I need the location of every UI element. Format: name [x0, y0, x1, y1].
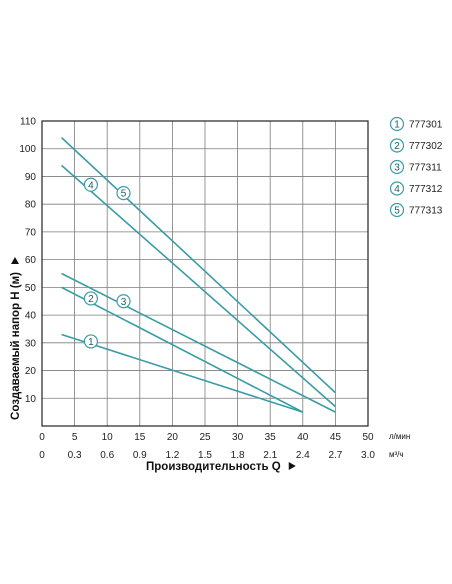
x-tick-label: 45 — [330, 432, 342, 443]
x-tick-label: 10 — [102, 432, 114, 443]
series-marker-5 — [116, 185, 131, 201]
legend-marker-2 — [389, 138, 405, 153]
series-marker-label-5: 5 — [121, 189, 127, 200]
legend-marker-1 — [389, 116, 405, 132]
x-tick-label: 30 — [232, 432, 244, 443]
x2-tick-label: 1.2 — [165, 450, 179, 461]
legend-marker-label-3: 3 — [394, 163, 400, 174]
x-tick-label: 35 — [265, 432, 277, 443]
series-marker-3 — [116, 294, 131, 309]
series-marker-label-3: 3 — [121, 297, 127, 308]
x2-tick-label: 2.4 — [296, 450, 310, 461]
x2-tick-label: 3.0 — [361, 450, 375, 461]
y-tick-label: 30 — [25, 338, 37, 349]
legend-item-777313: 777313 — [409, 206, 443, 217]
plot-border — [41, 120, 369, 427]
x-tick-label: 15 — [134, 432, 146, 443]
series-line-777311 — [61, 272, 336, 413]
x2-tick-label: 1.8 — [231, 450, 245, 461]
series-marker-4 — [83, 177, 99, 192]
series-line-777313 — [61, 137, 336, 394]
x-axis-arrow-icon — [288, 462, 296, 470]
x-tick-label: 25 — [199, 432, 211, 443]
x2-tick-label: 0.9 — [133, 450, 147, 461]
legend-item-777302: 777302 — [409, 141, 443, 152]
y-tick-label: 50 — [25, 283, 37, 294]
y-tick-label: 100 — [19, 144, 36, 155]
series-line-777312 — [61, 164, 336, 408]
x-axis-title: Производительность Q — [146, 461, 296, 473]
legend-marker-label-2: 2 — [394, 141, 400, 152]
legend-marker-label-4: 4 — [394, 184, 400, 195]
x-tick-label: 50 — [362, 432, 374, 443]
legend-item-777301: 777301 — [409, 120, 443, 131]
y-tick-label: 90 — [25, 172, 37, 183]
legend-marker-3 — [389, 159, 405, 175]
series-marker-1 — [83, 334, 99, 349]
legend-item-777311: 777311 — [409, 163, 442, 174]
y-tick-label: 60 — [25, 255, 37, 266]
y-axis-arrow-icon — [11, 257, 19, 265]
y-tick-label: 40 — [25, 311, 37, 322]
y-tick-label: 20 — [25, 366, 37, 377]
x2-tick-label: 2.1 — [263, 450, 277, 461]
series-marker-label-4: 4 — [88, 180, 94, 191]
x-unit-label: л/мин — [389, 432, 410, 441]
x2-tick-label: 2.7 — [328, 450, 342, 461]
y-tick-label: 10 — [25, 394, 37, 405]
x-tick-label: 0 — [39, 432, 45, 443]
legend: 1 777301 2 777302 3 777311 4 777312 5 777313 — [389, 116, 443, 218]
legend-marker-4 — [389, 181, 405, 196]
x-tick-label: 40 — [297, 432, 309, 443]
x2-tick-label: 1.5 — [198, 450, 212, 461]
series-line-777301 — [61, 333, 304, 413]
plot-frame — [41, 120, 369, 427]
x2-unit-label: м³/ч — [389, 450, 404, 459]
x2-tick-label: 0.3 — [68, 450, 82, 461]
legend-marker-label-1: 1 — [394, 120, 400, 131]
x-axis-title-text: Производительность Q — [146, 461, 281, 473]
legend-marker-5 — [389, 202, 405, 218]
x-tick-label: 5 — [72, 432, 78, 443]
series-markers: 1 2 3 4 5 — [83, 177, 131, 349]
x-tick-label: 20 — [167, 432, 179, 443]
y-tick-label: 70 — [25, 227, 37, 238]
legend-marker-label-5: 5 — [394, 206, 400, 217]
series-marker-2 — [83, 291, 99, 306]
x2-tick-label: 0.6 — [100, 450, 114, 461]
series-lines — [61, 137, 336, 413]
x2-tick-label: 0 — [39, 450, 45, 461]
series-marker-label-1: 1 — [88, 337, 94, 348]
y-axis-title: Создаваемый напор H (м) — [10, 257, 22, 420]
series-line-777302 — [61, 286, 304, 413]
legend-item-777312: 777312 — [409, 184, 443, 195]
series-marker-label-2: 2 — [88, 294, 94, 305]
y-tick-label: 80 — [25, 200, 37, 211]
y-tick-label: 110 — [20, 117, 36, 128]
y-axis-title-text: Создаваемый напор H (м) — [10, 272, 22, 420]
